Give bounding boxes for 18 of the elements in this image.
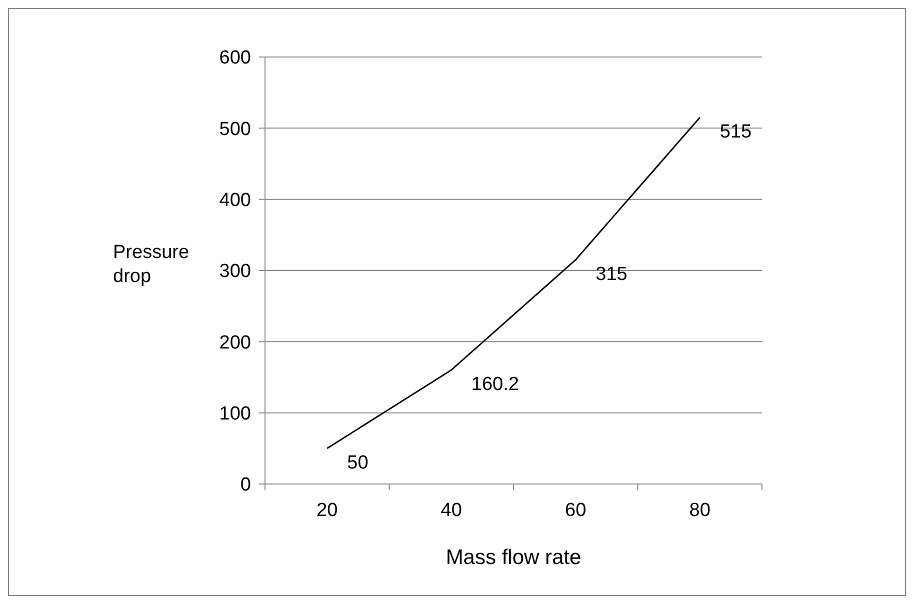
data-label: 315 <box>596 264 628 285</box>
y-tick-label: 500 <box>219 118 251 140</box>
y-axis-title: Pressure drop <box>113 242 190 287</box>
x-axis-title: Mass flow rate <box>446 546 582 569</box>
y-tick-label: 200 <box>219 332 251 354</box>
x-tick-label: 60 <box>565 500 586 521</box>
data-label: 160.2 <box>471 374 519 395</box>
y-tick-label: 400 <box>219 190 251 211</box>
x-tick-label: 80 <box>689 500 710 521</box>
data-label: 515 <box>720 121 752 142</box>
y-tick-label: 600 <box>219 48 251 69</box>
y-tick-label: 100 <box>219 403 251 424</box>
x-tick-label: 20 <box>316 500 338 521</box>
line-series <box>326 116 701 450</box>
data-label: 50 <box>347 452 368 474</box>
y-tick-label: 300 <box>219 261 251 282</box>
y-tick-label: 0 <box>240 474 251 496</box>
x-tick-label: 40 <box>440 500 462 521</box>
